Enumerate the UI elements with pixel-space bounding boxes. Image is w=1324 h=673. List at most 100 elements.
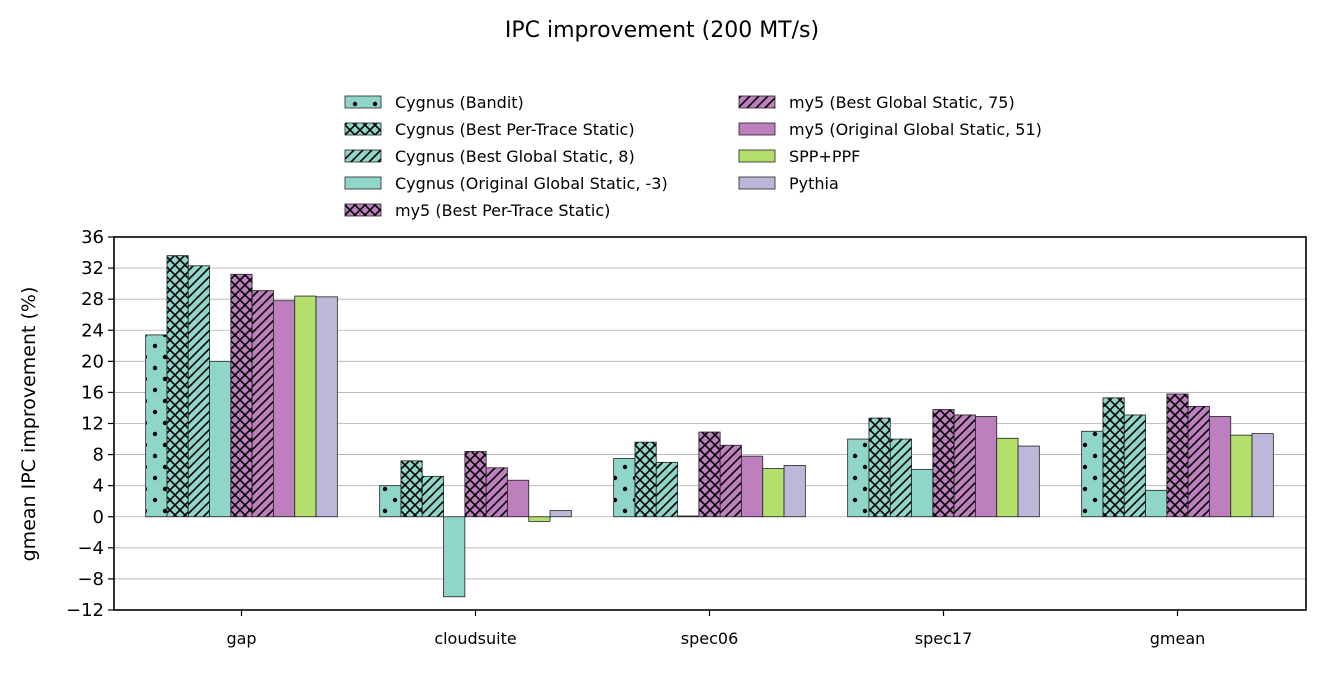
legend-label: Cygnus (Bandit): [395, 93, 524, 112]
y-tick-label: 36: [81, 227, 104, 248]
legend-swatch: [739, 123, 775, 135]
bar-hatch: [656, 462, 678, 517]
bar-outline: [507, 479, 530, 518]
x-tick-label-spec06: spec06: [681, 629, 739, 648]
legend-label: Cygnus (Best Per-Trace Static): [395, 120, 635, 139]
legend-swatch: [739, 150, 775, 162]
bar-my5-original-global-static-51-spec06: [741, 456, 763, 517]
legend-item-spp-ppf: SPP+PPF: [738, 147, 860, 166]
legend-label: SPP+PPF: [789, 147, 860, 166]
legend-swatch: [345, 177, 381, 189]
bar-cygnus-original-global-static-3-cloudsuite: [443, 516, 465, 597]
legend-item-cygnus-bandit: Cygnus (Bandit): [344, 93, 524, 112]
legend-label: Pythia: [789, 174, 839, 193]
legend-label: my5 (Original Global Static, 51): [789, 120, 1042, 139]
legend-swatch-outline: [344, 203, 382, 217]
y-tick-label: −12: [66, 600, 104, 621]
legend-item-my5-best-per-trace-static: my5 (Best Per-Trace Static): [344, 201, 610, 220]
legend-swatch-outline: [344, 122, 382, 136]
legend-swatch-outline: [344, 149, 382, 163]
bar-my5-original-global-static-51-spec17: [975, 416, 997, 517]
bar-cygnus-original-global-static-3-gap: [209, 361, 231, 517]
bar-hatch: [166, 255, 189, 517]
bars: [145, 255, 1274, 598]
legend-swatch-outline: [344, 95, 382, 109]
bar-hatch: [188, 265, 210, 517]
legend-item-my5-best-global-static-75: my5 (Best Global Static, 75): [738, 93, 1015, 112]
y-tick-label: −8: [77, 569, 104, 590]
bar-my5-original-global-static-51-cloudsuite: [507, 480, 529, 517]
bar-hatch: [486, 467, 508, 517]
bar-hatch: [145, 334, 167, 517]
y-tick-label: 20: [81, 351, 104, 372]
bar-spp-ppf-spec06: [762, 468, 785, 517]
bar-hatch: [252, 290, 274, 517]
bar-spp-ppf-gap: [294, 296, 317, 517]
bar-hatch: [1124, 414, 1146, 517]
bar-hatch: [1102, 397, 1125, 517]
legend-swatch-hatch: [345, 96, 381, 108]
bar-hatch: [464, 451, 487, 517]
bar-hatch: [954, 414, 976, 517]
bar-outline: [783, 465, 806, 518]
legend-swatch-outline: [738, 95, 776, 109]
bar-hatch: [1166, 393, 1189, 517]
y-tick-label: 0: [93, 507, 104, 528]
legend-item-cygnus-original-global-static-3: Cygnus (Original Global Static, -3): [344, 174, 668, 193]
bar-hatch: [932, 409, 955, 517]
bar-pythia-spec06: [784, 465, 806, 517]
legend-swatch-outline: [738, 176, 776, 190]
legend: Cygnus (Bandit) Cygnus (Best Per-Trace St…: [344, 93, 1042, 220]
legend-swatch: [739, 177, 775, 189]
bar-hatch: [634, 442, 657, 517]
bar-pythia-spec17: [1018, 446, 1040, 517]
bar-my5-original-global-static-51-gap: [273, 300, 295, 517]
y-tick-label: 24: [81, 320, 104, 341]
legend-swatch-hatch: [345, 123, 381, 135]
bar-spp-ppf-gmean: [1230, 435, 1253, 517]
y-axis-label: gmean IPC improvement (%): [18, 287, 40, 562]
legend-swatch-outline: [738, 149, 776, 163]
bar-outline: [528, 516, 551, 522]
legend-item-my5-original-global-static-51: my5 (Original Global Static, 51): [738, 120, 1042, 139]
y-tick-label: 16: [81, 382, 104, 403]
y-tick-label: 12: [81, 414, 104, 435]
bar-outline: [1017, 445, 1040, 518]
y-tick-label: 4: [93, 476, 104, 497]
legend-label: Cygnus (Original Global Static, -3): [395, 174, 668, 193]
y-tick-label: 8: [93, 445, 104, 466]
bar-pythia-gmean: [1252, 433, 1274, 517]
y-axis: −12 −8 −4 0 4 8 12 16 20 24 28 32 36: [66, 227, 114, 621]
bar-spp-ppf-cloudsuite: [528, 516, 551, 522]
chart-title: IPC improvement (200 MT/s): [505, 18, 819, 43]
legend-swatch-hatch: [345, 204, 381, 216]
bar-spp-ppf-spec17: [996, 438, 1019, 517]
bar-pythia-gap: [316, 296, 338, 517]
bar-hatch: [379, 485, 401, 517]
legend-item-cygnus-best-global-static-8: Cygnus (Best Global Static, 8): [344, 147, 635, 166]
bar-outline: [655, 461, 678, 518]
bar-cygnus-original-global-static-3-gmean: [1145, 490, 1167, 517]
bar-outline: [315, 296, 338, 518]
x-tick-label-cloudsuite: cloudsuite: [434, 629, 516, 648]
bar-hatch: [847, 439, 869, 517]
bar-cygnus-original-global-static-3-spec17: [911, 469, 933, 517]
x-tick-label-spec17: spec17: [915, 629, 973, 648]
bar-hatch: [720, 445, 742, 517]
y-tick-label: 32: [81, 258, 104, 279]
bar-hatch: [422, 476, 444, 517]
bar-hatch: [1188, 406, 1210, 517]
bar-hatch: [890, 439, 912, 517]
bar-outline: [1251, 433, 1274, 518]
bar-hatch: [1081, 431, 1103, 517]
bar-hatch: [400, 460, 423, 517]
bar-outline: [421, 475, 444, 518]
y-tick-label: 28: [81, 289, 104, 310]
legend-item-pythia: Pythia: [738, 174, 839, 193]
bar-outline: [1123, 414, 1146, 518]
legend-swatch-hatch: [345, 150, 381, 162]
bar-my5-original-global-static-51-gmean: [1209, 416, 1231, 517]
x-axis: gap cloudsuite spec06 spec17 gmean: [226, 610, 1205, 648]
